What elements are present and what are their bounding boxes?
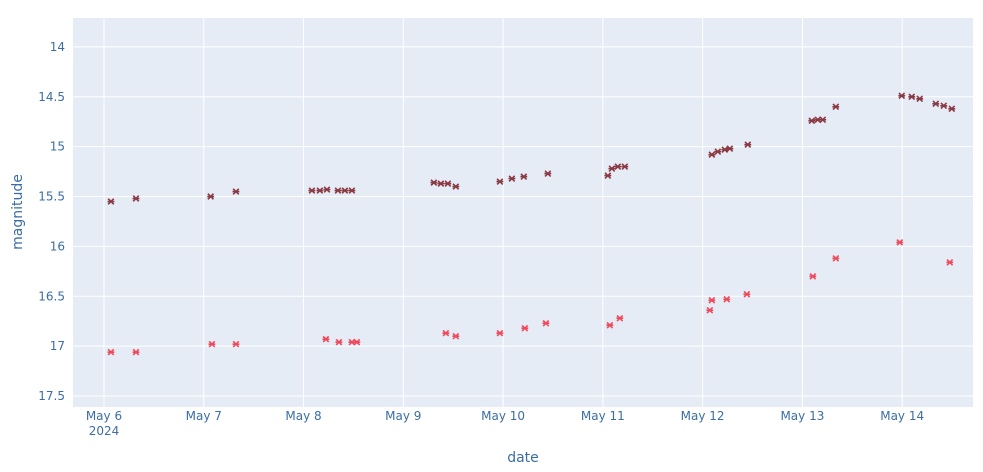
series [107,239,954,356]
marker [308,187,316,194]
marker [496,178,504,185]
marker [107,348,115,356]
marker [819,116,827,124]
marker [208,340,216,348]
x-tick-label: May 12 [681,409,725,423]
marker [542,319,550,327]
marker [348,187,356,194]
x-tick-label: May 10 [481,409,525,423]
marker [334,187,342,194]
marker [132,348,140,356]
marker [521,324,529,332]
marker [621,163,629,170]
marker [726,145,734,153]
marker [544,170,552,177]
marker [323,186,331,193]
x-year-label: 2024 [89,424,120,438]
x-tick-label: May 7 [186,409,222,423]
marker [604,172,612,179]
marker [721,146,729,154]
marker [232,340,240,348]
x-axis-title: date [507,450,539,466]
y-tick-label: 14.5 [38,90,65,104]
marker [606,321,614,329]
marker [430,179,438,186]
x-tick-label: May 8 [285,409,321,423]
marker [444,180,452,187]
marker [452,332,460,340]
y-tick-label: 17.5 [38,389,65,403]
marker [744,141,752,149]
x-tick-label: May 13 [780,409,824,423]
marker [608,165,616,172]
series [107,92,956,205]
marker [946,259,954,266]
marker [706,306,714,314]
marker [743,290,751,298]
marker [808,117,816,125]
marker [708,296,716,304]
plot-background [73,18,973,407]
y-tick-label: 14 [50,40,65,54]
y-axis-title: magnitude [10,174,26,250]
x-tick-label: May 14 [880,409,924,423]
marker [207,193,215,200]
marker [932,100,940,108]
marker [714,148,722,156]
y-tick-label: 15.5 [38,190,65,204]
y-tick-label: 17 [50,339,65,353]
y-tick-label: 16 [50,239,65,253]
marker [322,335,330,343]
x-tick-label: May 11 [581,409,625,423]
marker [916,95,924,103]
marker [132,195,140,202]
marker [940,102,948,110]
marker [316,187,324,194]
marker [341,187,349,194]
x-tick-label: May 6 [86,409,122,423]
marker [908,93,916,101]
marker [232,188,240,195]
marker [832,255,840,262]
marker [452,183,460,190]
marker [353,338,361,346]
marker [614,163,622,170]
marker [508,175,516,182]
marker [616,314,624,322]
marker [520,173,528,180]
y-tick-label: 15 [50,140,65,154]
marker [723,295,731,303]
marker [896,239,904,246]
marker [809,272,817,280]
marker [442,329,450,337]
marker [708,151,716,159]
marker [832,103,840,111]
marker [948,105,956,113]
x-tick-label: May 9 [385,409,421,423]
marker [496,329,504,337]
marker [437,180,445,187]
marker [335,338,343,346]
y-tick-label: 16.5 [38,289,65,303]
marker [898,92,906,100]
marker [107,198,115,205]
